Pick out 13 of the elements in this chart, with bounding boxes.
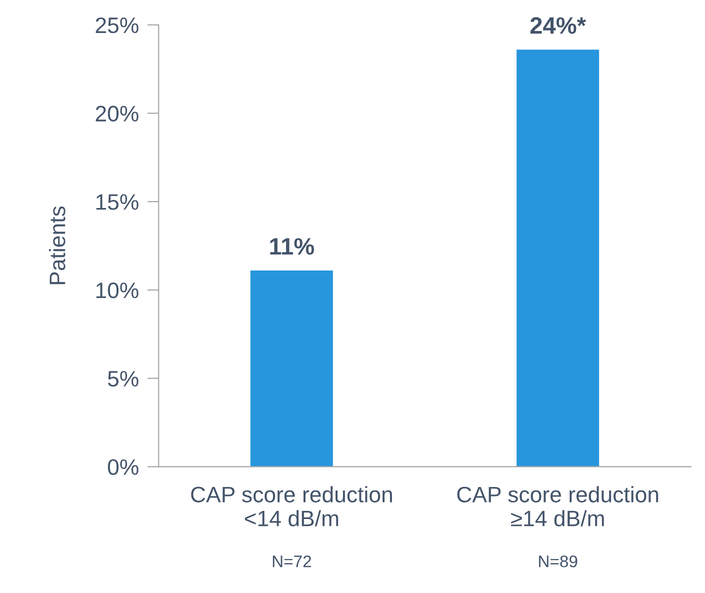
text: N=72 bbox=[272, 555, 312, 568]
y-tick-label: 25% bbox=[96, 17, 138, 34]
x-tick-label: CAP score reduction <14 dB/m bbox=[191, 486, 392, 526]
y-tick-label: 5% bbox=[108, 370, 138, 387]
y-axis-title: Patients bbox=[48, 206, 66, 284]
y-tick-label: 10% bbox=[96, 282, 138, 298]
x-tick-label: CAP score reduction ≥14 dB/m bbox=[457, 486, 658, 526]
y-tick-label: 0% bbox=[108, 459, 138, 475]
data-label: 24%* bbox=[530, 17, 586, 34]
data-label: 11% bbox=[270, 238, 314, 255]
y-tick-label: 15% bbox=[96, 194, 138, 210]
y-tick-label: 20% bbox=[96, 106, 138, 122]
text: N=89 bbox=[539, 555, 578, 568]
